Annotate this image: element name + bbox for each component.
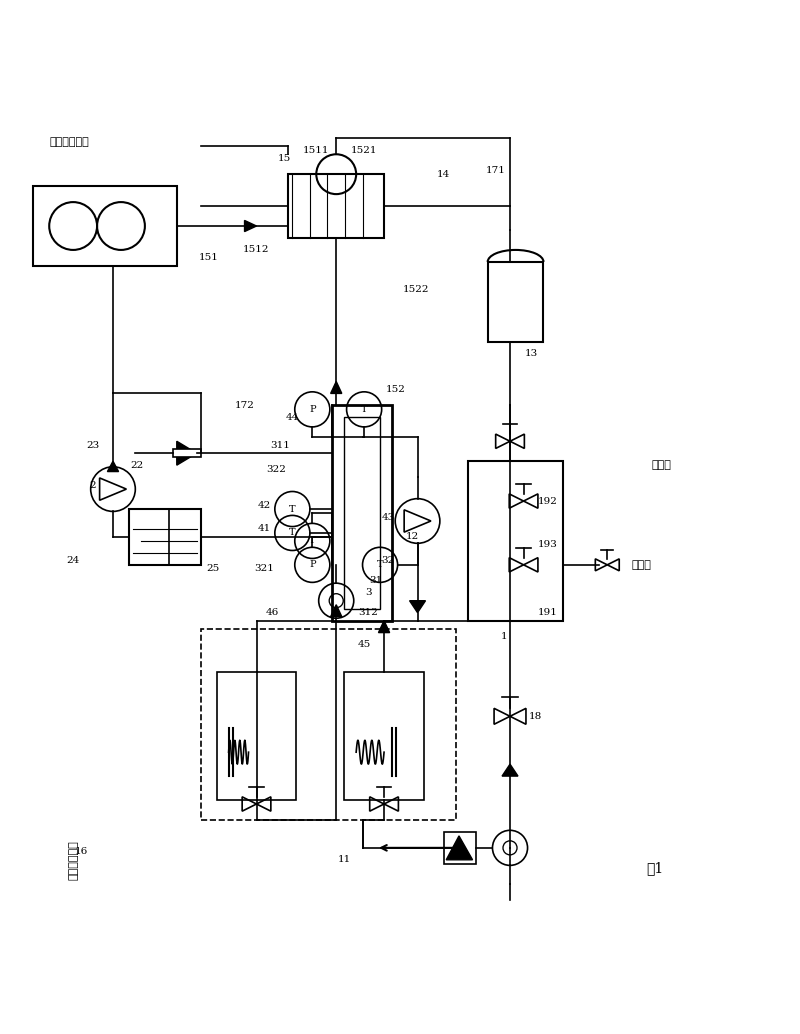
Text: 32: 32 bbox=[382, 556, 394, 566]
Text: 1: 1 bbox=[500, 632, 507, 641]
Polygon shape bbox=[107, 461, 118, 472]
Text: P: P bbox=[309, 560, 316, 570]
Text: 2: 2 bbox=[90, 481, 96, 490]
Text: 至低温制冷机: 至低温制冷机 bbox=[50, 138, 89, 147]
Text: 311: 311 bbox=[270, 440, 290, 450]
Text: 12: 12 bbox=[406, 533, 418, 542]
Text: T: T bbox=[309, 537, 316, 545]
Bar bbox=[173, 449, 201, 457]
Polygon shape bbox=[330, 382, 342, 393]
Bar bbox=[288, 174, 384, 238]
Polygon shape bbox=[378, 620, 390, 633]
Bar bbox=[488, 262, 543, 341]
Bar bbox=[468, 461, 563, 620]
Text: 43: 43 bbox=[382, 513, 394, 521]
Text: 16: 16 bbox=[74, 847, 88, 856]
Bar bbox=[201, 629, 456, 820]
Text: 13: 13 bbox=[525, 349, 538, 358]
Text: 192: 192 bbox=[538, 496, 558, 506]
Text: 193: 193 bbox=[538, 541, 558, 549]
Bar bbox=[344, 418, 380, 609]
Polygon shape bbox=[410, 601, 426, 613]
Text: 151: 151 bbox=[198, 253, 218, 263]
Text: 42: 42 bbox=[258, 500, 271, 510]
Text: 24: 24 bbox=[66, 556, 80, 566]
Text: 171: 171 bbox=[486, 165, 506, 175]
Polygon shape bbox=[330, 605, 342, 616]
Polygon shape bbox=[245, 220, 257, 232]
Text: 14: 14 bbox=[438, 170, 450, 179]
Text: 1511: 1511 bbox=[303, 146, 330, 155]
Bar bbox=[332, 405, 392, 620]
Text: 191: 191 bbox=[538, 608, 558, 617]
Bar bbox=[444, 832, 476, 863]
Text: 1522: 1522 bbox=[402, 285, 429, 295]
Bar bbox=[129, 509, 201, 565]
Text: 41: 41 bbox=[258, 524, 271, 534]
Polygon shape bbox=[177, 442, 197, 465]
Text: 312: 312 bbox=[358, 608, 378, 617]
Text: 1521: 1521 bbox=[351, 146, 378, 155]
Text: T: T bbox=[377, 560, 383, 570]
Text: 45: 45 bbox=[358, 640, 370, 649]
Text: 1512: 1512 bbox=[243, 245, 270, 254]
Text: T: T bbox=[361, 405, 367, 414]
Text: 23: 23 bbox=[86, 440, 100, 450]
Polygon shape bbox=[502, 764, 518, 777]
Text: 15: 15 bbox=[278, 154, 291, 162]
Text: 图1: 图1 bbox=[646, 860, 664, 875]
Text: 322: 322 bbox=[266, 464, 286, 474]
Text: 22: 22 bbox=[130, 461, 143, 469]
Text: 25: 25 bbox=[206, 565, 219, 573]
Text: 172: 172 bbox=[234, 401, 254, 409]
Text: 46: 46 bbox=[266, 608, 279, 617]
Bar bbox=[217, 672, 296, 800]
Text: 抽真空: 抽真空 bbox=[651, 460, 671, 470]
Text: 11: 11 bbox=[338, 855, 351, 864]
Text: T: T bbox=[289, 528, 296, 538]
Bar bbox=[34, 186, 177, 266]
Text: 31: 31 bbox=[370, 576, 382, 585]
Bar bbox=[344, 672, 424, 800]
Text: T: T bbox=[289, 505, 296, 514]
Text: 152: 152 bbox=[386, 385, 406, 394]
Text: 321: 321 bbox=[254, 565, 274, 573]
Polygon shape bbox=[446, 835, 473, 860]
Text: 抽真空: 抽真空 bbox=[631, 559, 651, 570]
Text: 44: 44 bbox=[286, 413, 299, 422]
Text: 3: 3 bbox=[365, 588, 371, 598]
Text: 至低温制冷机: 至低温制冷机 bbox=[68, 840, 78, 880]
Text: P: P bbox=[309, 405, 316, 414]
Text: 18: 18 bbox=[529, 711, 542, 721]
